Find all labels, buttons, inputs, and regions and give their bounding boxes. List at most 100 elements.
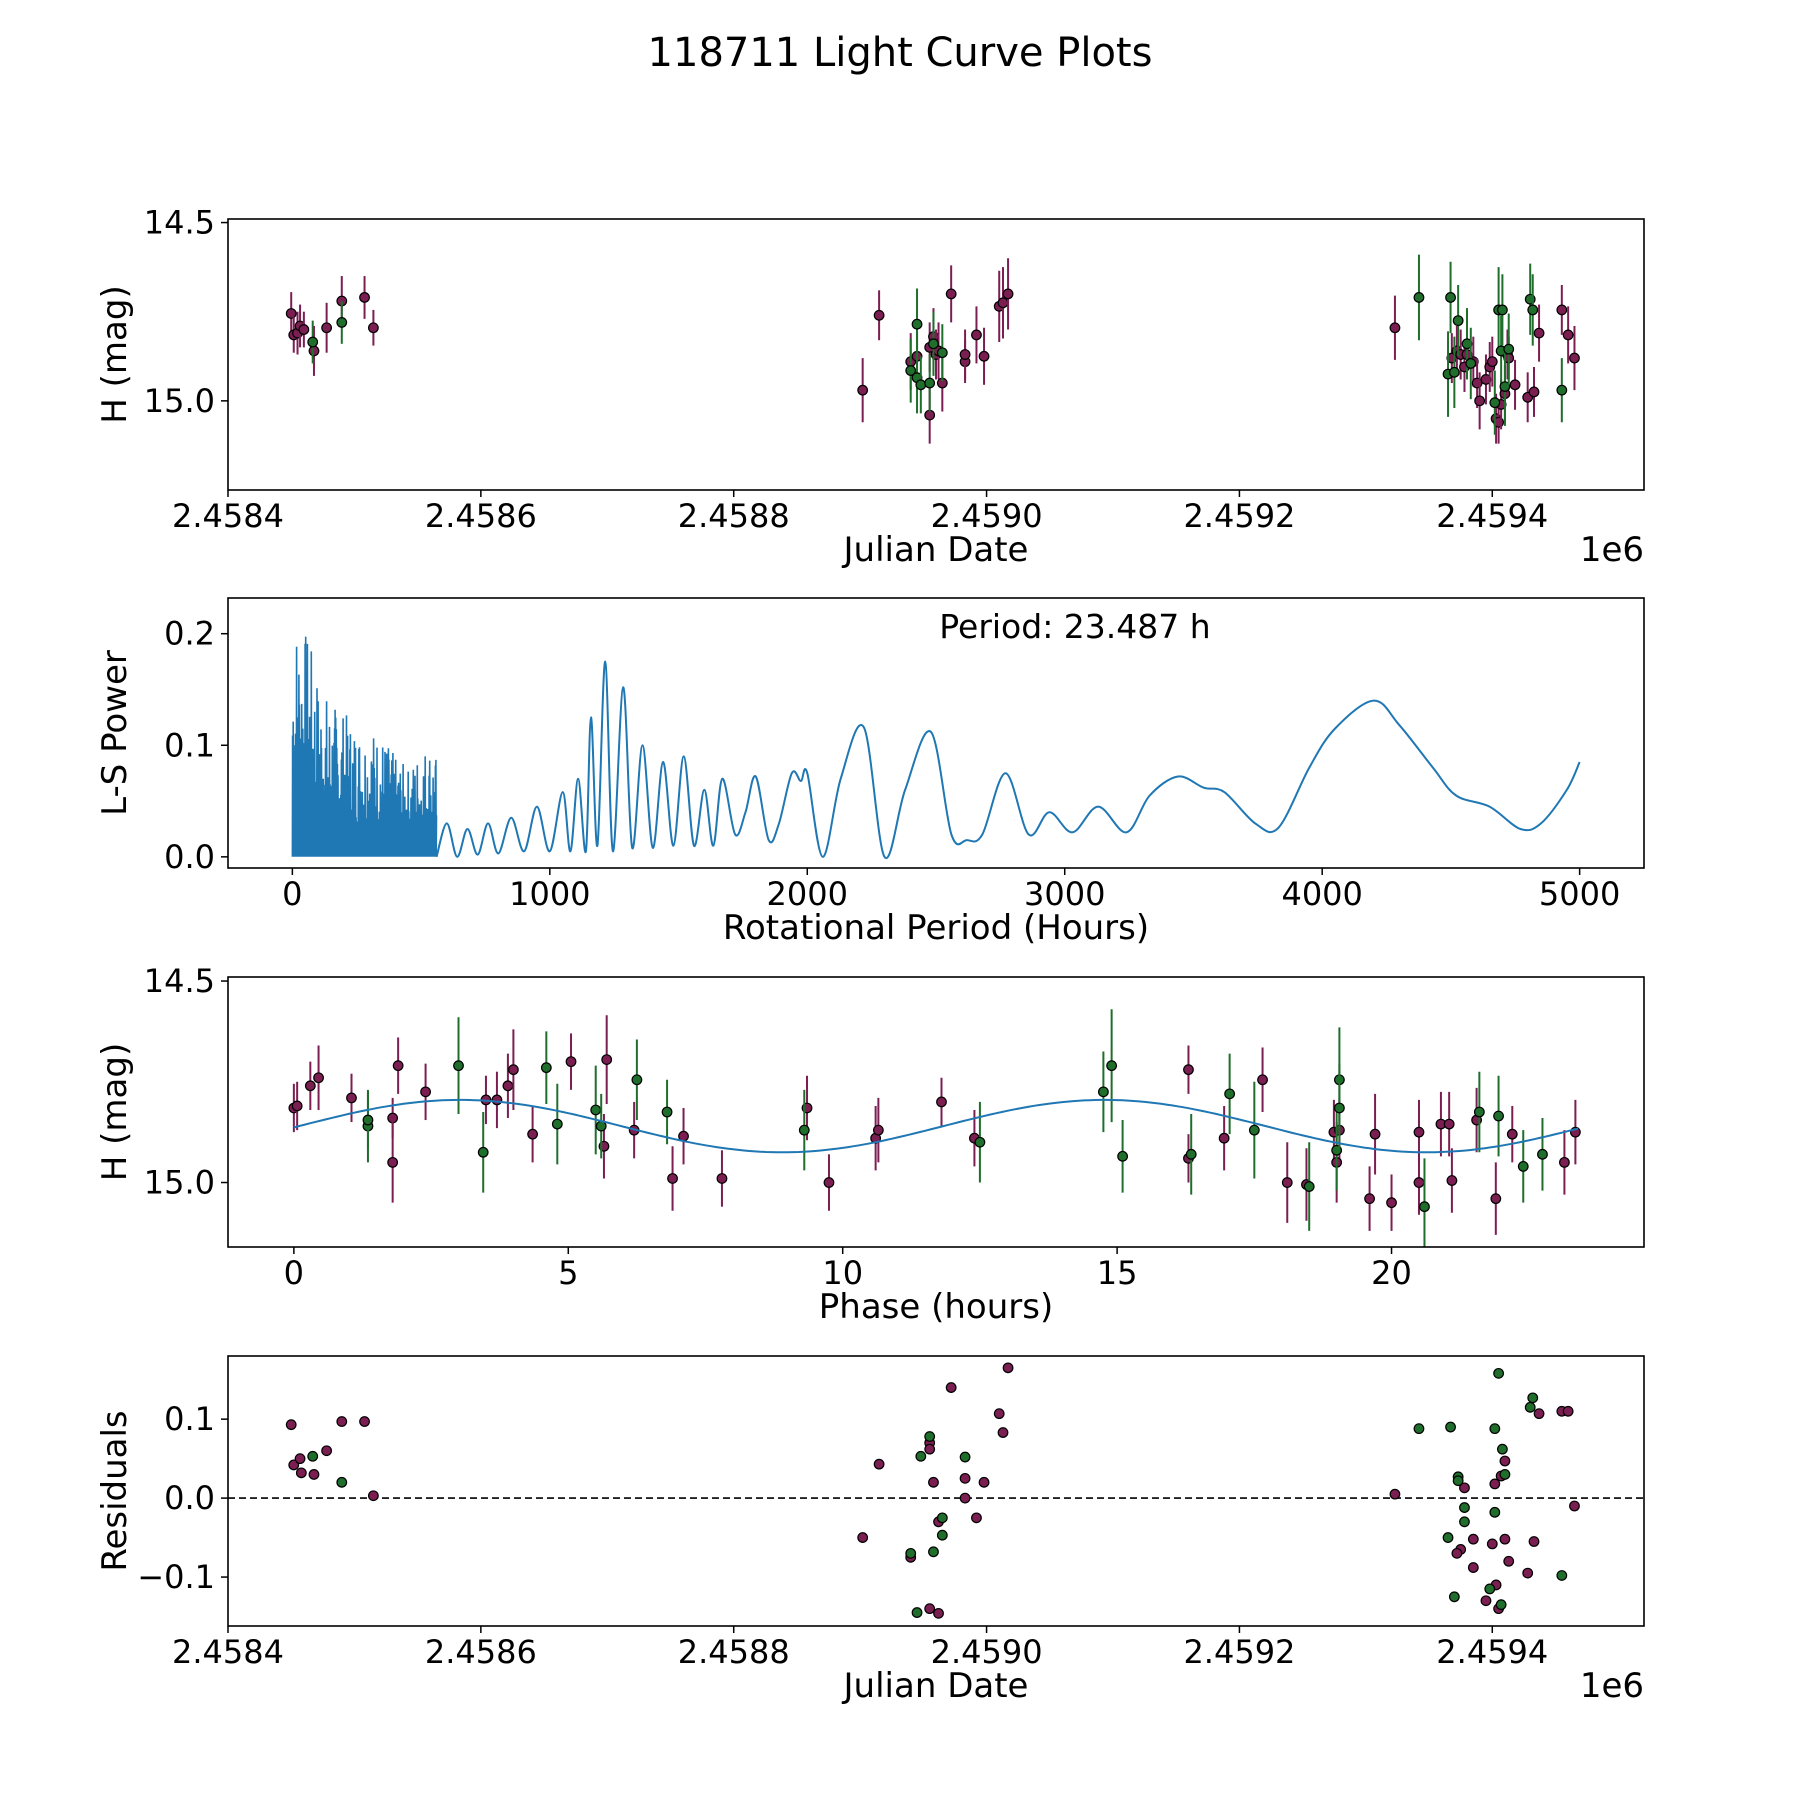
y-tick-label: 15.0 [144,382,215,420]
data-point [1489,1423,1501,1435]
data-point [872,1124,884,1136]
y-tick-label: −0.1 [137,1558,215,1596]
data-point [978,350,990,362]
data-point [298,324,310,335]
data-point [1490,1193,1502,1205]
data-point [1506,1128,1518,1140]
y-axis-label: H (mag) [95,285,135,423]
data-point [1503,343,1515,355]
data-point [1522,1567,1534,1579]
data-point [1562,329,1574,341]
data-point [1527,1392,1539,1404]
data-point [1484,1583,1496,1595]
data-point [308,345,320,357]
x-tick-label: 2.4592 [1183,1633,1295,1671]
plot-frame [227,976,1645,1248]
y-tick-label: 14.5 [144,204,215,242]
periodogram-series [435,660,1581,860]
data-point [798,1124,810,1136]
data-point [502,1080,514,1092]
data-point [1185,1148,1197,1160]
data-point [346,1092,357,1104]
data-point [945,288,957,300]
x-tick-label: 2.4584 [172,1633,284,1671]
light-curve-panel: 2.4584 2.4586 2.4588 2.4590 2.4592 2.4594 15.0… [95,204,1645,570]
data-point [911,1607,923,1618]
x-tick-label: 20 [1371,1254,1412,1292]
x-tick-label: 5 [558,1254,578,1292]
x-tick-label: 2000 [767,875,848,913]
data-point [1517,1161,1529,1172]
data-point [1527,304,1539,316]
data-point [936,1096,947,1108]
data-point [1303,1181,1315,1192]
data-point [285,308,297,319]
data-point [1537,1148,1548,1160]
data-point [1499,1469,1511,1480]
data-point [551,1118,563,1130]
x-tick-label: 10 [822,1254,863,1292]
data-point [1445,292,1456,303]
data-point [661,1106,673,1118]
plot-frame [227,218,1645,491]
data-point [336,317,348,328]
data-point [527,1128,539,1140]
data-point [928,1546,939,1558]
data-point [924,1431,936,1442]
data-point [294,1453,306,1465]
data-point [307,336,319,348]
data-point [1442,1532,1454,1543]
data-point [507,1064,519,1076]
data-point [1467,1562,1479,1573]
data-point [1389,1488,1401,1500]
data-point [1333,1102,1345,1114]
y-axis-label: L-S Power [95,650,135,816]
data-point [1459,1482,1470,1494]
periodogram-dense-series [291,636,438,857]
data-point [823,1177,835,1188]
data-point [285,1419,297,1431]
x-tick-label: 2.4594 [1436,497,1548,535]
model-fit-line [293,1098,1579,1154]
data-point [321,1445,333,1457]
y-tick-label: 0.0 [164,1479,215,1517]
data-point [1413,1177,1425,1188]
data-point [915,379,927,391]
data-point [1448,366,1460,378]
x-axis-label: Phase (hours) [819,1287,1053,1327]
data-point [1528,386,1540,398]
data-point [491,1094,503,1106]
data-point [420,1086,431,1098]
data-point [1117,1150,1129,1162]
series-filter-b [362,1009,1548,1247]
data-point [359,1416,370,1427]
data-point [1503,1555,1515,1567]
data-point [1364,1193,1375,1205]
data-point [667,1173,678,1184]
y-axis-label: Residuals [95,1410,135,1571]
x-tick-label: 2.4594 [1436,1633,1548,1671]
data-point [1452,315,1464,327]
x-axis-label: Rotational Period (Hours) [723,908,1149,948]
y-tick-label: 14.5 [144,962,215,1000]
x-offset-label: 1e6 [1580,530,1644,570]
data-point [905,1547,917,1559]
x-tick-label: 2.4588 [678,1633,790,1671]
data-point [1569,1500,1580,1512]
data-point [1369,1128,1381,1140]
data-point [291,1100,303,1112]
data-point [974,1136,986,1148]
x-tick-label: 0 [282,875,302,913]
data-point [1569,352,1580,364]
data-point [288,1459,300,1471]
x-tick-label: 2.4586 [425,1633,537,1671]
residuals-panel: 2.4584 2.4586 2.4588 2.4590 2.4592 2.4594 0.1 0… [95,1355,1645,1706]
data-point [1097,1086,1109,1098]
plot-area [288,1009,1581,1247]
data-point [295,1467,307,1479]
data-point [601,1054,613,1066]
data-point [1461,338,1473,350]
data-point [1486,356,1498,368]
